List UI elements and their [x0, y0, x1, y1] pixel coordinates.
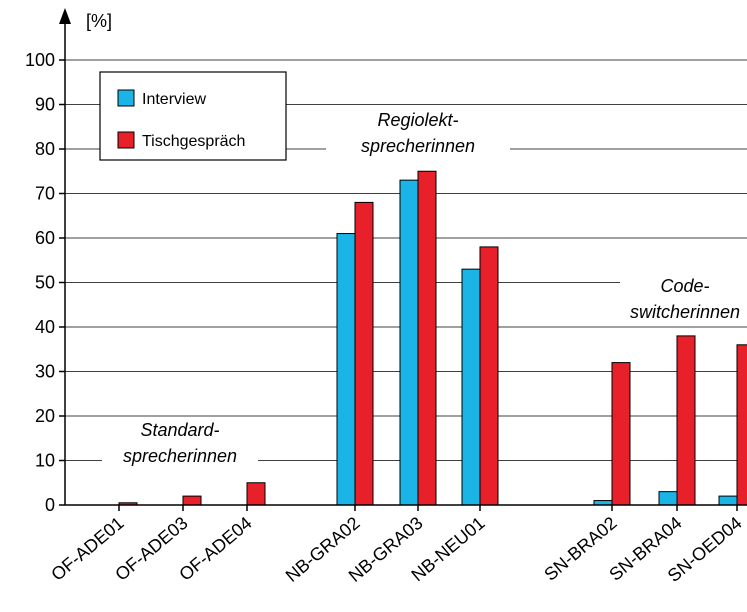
group-label-standard-line1: Standard-: [140, 420, 219, 440]
bar-interview: [399, 179, 419, 506]
bar-tischgespraech: [736, 344, 747, 506]
y-tick-label: 90: [35, 95, 55, 115]
group-label-code-bg: [620, 274, 747, 326]
y-tick-label: 80: [35, 139, 55, 159]
bar-tischgespraech: [479, 246, 499, 506]
group-label-regiolekt-bg: [326, 108, 510, 160]
legend-swatch-interview: [117, 89, 135, 107]
bar-tischgespraech: [182, 495, 202, 506]
y-tick-label: 40: [35, 317, 55, 337]
group-label-standard-line2: sprecherinnen: [123, 446, 237, 466]
y-tick-label: 50: [35, 273, 55, 293]
y-axis-ticks: 0 10 20 30 40 50 60 70 80 90 100: [25, 50, 65, 515]
y-tick-label: 60: [35, 228, 55, 248]
y-tick-label: 0: [45, 495, 55, 515]
bar-tischgespraech: [246, 482, 266, 506]
bar-interview: [336, 233, 356, 506]
legend-label-tischgespraech: Tischgespräch: [142, 133, 245, 150]
group-label-standard-bg: [102, 418, 258, 470]
axes: [%]: [59, 8, 747, 506]
bar-tischgespraech: [354, 201, 374, 506]
group-label-regiolekt-line1: Regiolekt-: [377, 110, 458, 130]
y-axis-arrow-icon: [59, 8, 71, 24]
group-label-regiolekt-line2: sprecherinnen: [361, 136, 475, 156]
legend: Interview Tischgespräch: [99, 71, 287, 161]
y-tick-label: 100: [25, 50, 55, 70]
group-labels: Standard- sprecherinnen Regiolekt- sprec…: [102, 108, 747, 470]
bar-interview: [658, 491, 678, 506]
y-tick-label: 10: [35, 451, 55, 471]
group-label-code-line1: Code-: [660, 276, 709, 296]
y-axis-unit-label: [%]: [86, 11, 112, 31]
bar-tischgespraech: [676, 335, 696, 506]
y-tick-label: 30: [35, 362, 55, 382]
bar-tischgespraech: [611, 362, 631, 506]
y-tick-label: 20: [35, 406, 55, 426]
bar-interview: [718, 495, 738, 506]
y-tick-label: 70: [35, 184, 55, 204]
legend-swatch-tischgespraech: [117, 131, 135, 149]
bars: [118, 170, 747, 506]
bar-interview: [461, 268, 481, 506]
legend-label-interview: Interview: [142, 91, 206, 108]
group-label-code-line2: switcherinnen: [630, 302, 740, 322]
bar-tischgespraech: [417, 170, 437, 506]
